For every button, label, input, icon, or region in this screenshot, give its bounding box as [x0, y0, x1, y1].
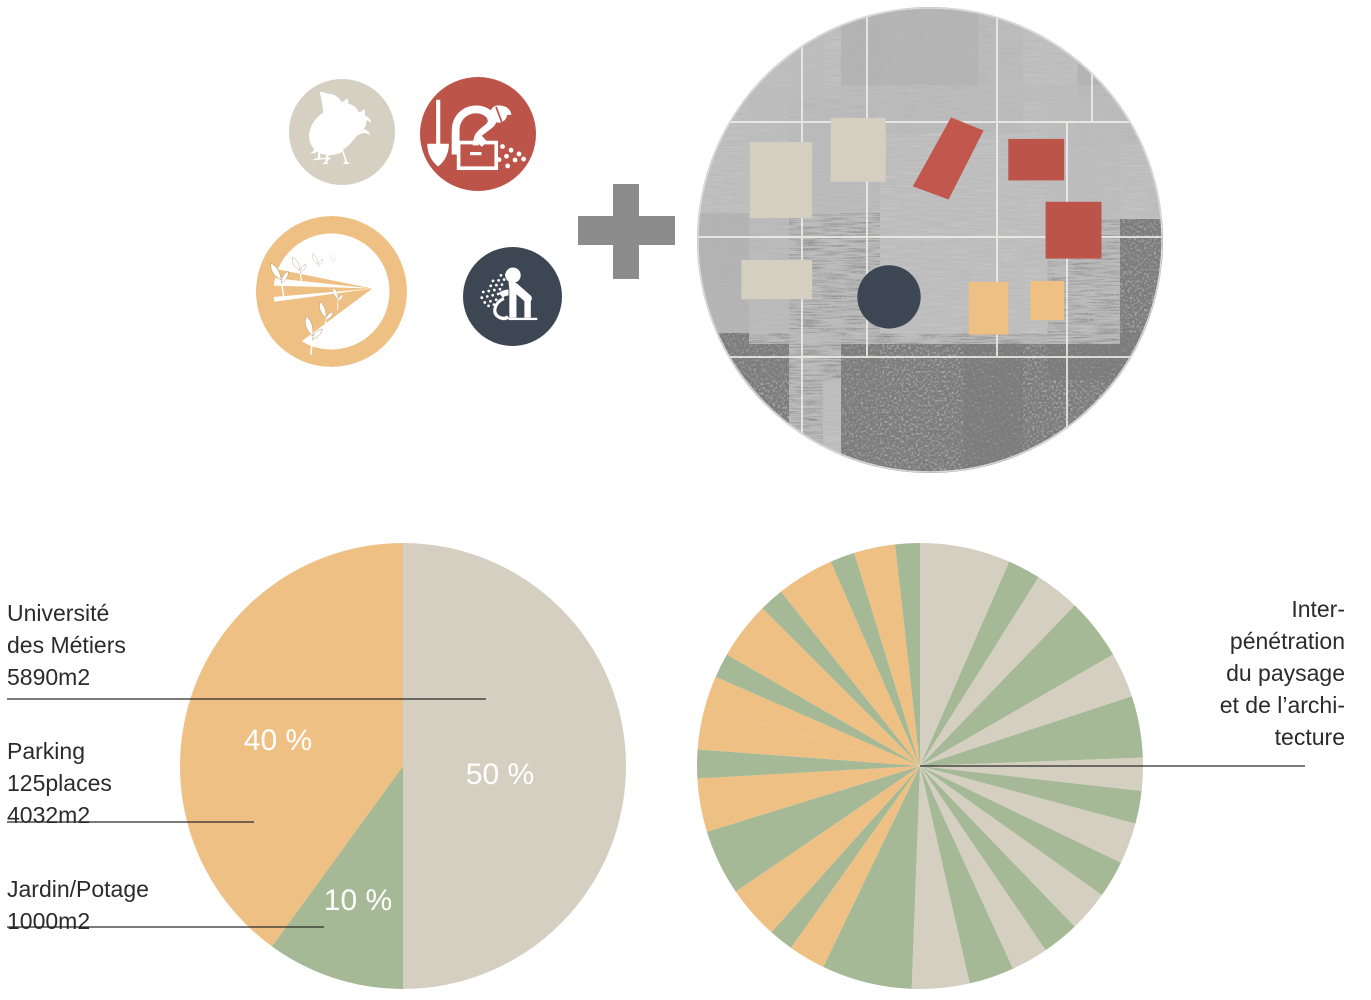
svg-text:10 %: 10 % [324, 884, 392, 917]
svg-text:50 %: 50 % [466, 758, 534, 791]
svg-text:40 %: 40 % [244, 724, 312, 757]
